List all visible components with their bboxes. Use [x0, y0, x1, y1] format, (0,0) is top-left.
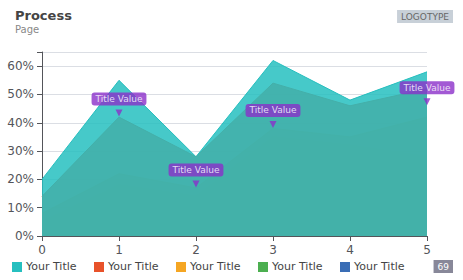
svg-text:5: 5: [423, 243, 431, 257]
svg-text:LOGOTYPE: LOGOTYPE: [401, 12, 449, 22]
svg-text:Your Title: Your Title: [271, 260, 323, 273]
svg-text:69: 69: [438, 262, 450, 272]
svg-text:Your Title: Your Title: [25, 260, 77, 273]
svg-text:Your Title: Your Title: [189, 260, 241, 273]
svg-text:Process: Process: [15, 8, 72, 23]
svg-text:2: 2: [192, 243, 200, 257]
svg-text:0: 0: [38, 243, 46, 257]
svg-text:Title Value: Title Value: [95, 94, 143, 104]
svg-text:Title Value: Title Value: [403, 83, 451, 93]
svg-text:20%: 20%: [7, 172, 34, 186]
svg-text:Page: Page: [15, 24, 39, 35]
svg-text:10%: 10%: [7, 201, 34, 215]
svg-text:Title Value: Title Value: [249, 105, 297, 115]
svg-text:3: 3: [269, 243, 277, 257]
svg-text:50%: 50%: [7, 87, 34, 101]
svg-text:Title Value: Title Value: [172, 165, 220, 175]
svg-text:0%: 0%: [15, 229, 34, 243]
svg-text:40%: 40%: [7, 116, 34, 130]
svg-text:1: 1: [115, 243, 123, 257]
svg-text:Your Title: Your Title: [107, 260, 159, 273]
svg-text:Your Title: Your Title: [353, 260, 405, 273]
svg-text:60%: 60%: [7, 59, 34, 73]
svg-text:30%: 30%: [7, 144, 34, 158]
svg-text:4: 4: [346, 243, 354, 257]
